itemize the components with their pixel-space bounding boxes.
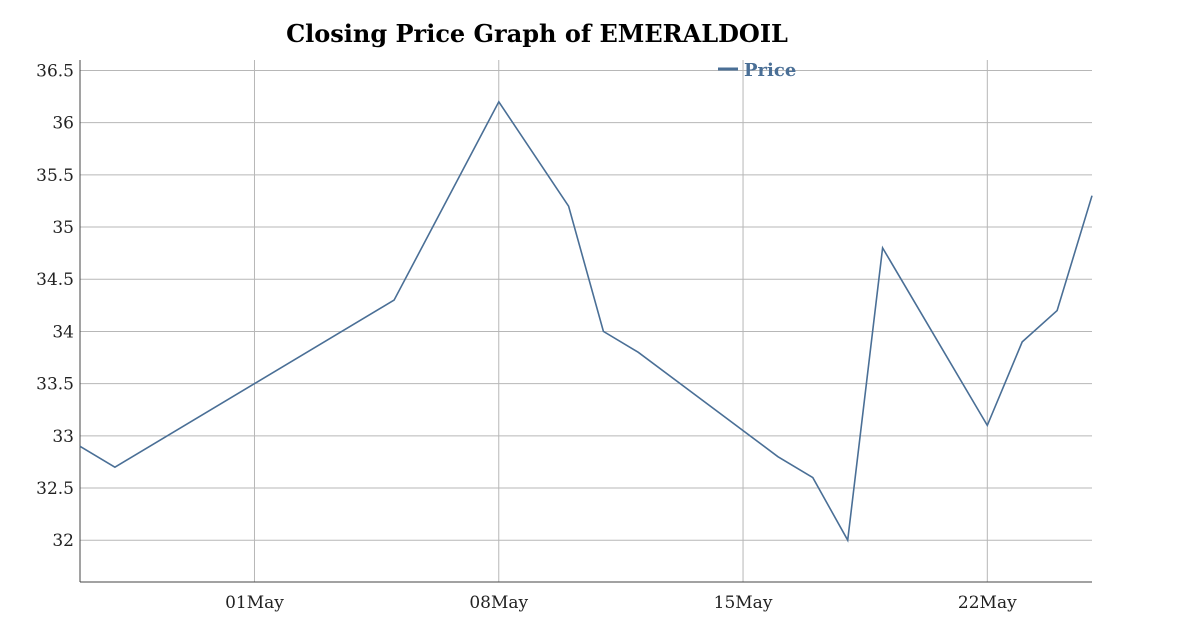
- legend: Price: [718, 60, 796, 81]
- data-point: [776, 455, 780, 459]
- data-point: [113, 465, 117, 469]
- y-tick-label: 33: [52, 427, 74, 447]
- chart-title: Closing Price Graph of EMERALDOIL: [286, 19, 788, 48]
- y-tick-label: 35.5: [36, 166, 74, 186]
- data-point: [497, 100, 501, 104]
- data-point: [567, 204, 571, 208]
- data-point: [846, 538, 850, 542]
- grid: [80, 60, 1092, 582]
- y-tick-label: 36: [52, 114, 74, 134]
- data-point: [392, 298, 396, 302]
- legend-label-price: Price: [744, 60, 796, 81]
- data-point: [1090, 194, 1094, 198]
- data-point: [881, 246, 885, 250]
- y-tick-label: 32.5: [36, 479, 74, 499]
- x-tick-label: 15May: [714, 593, 773, 613]
- series-line-price: [79, 100, 1093, 543]
- series-layer: [78, 100, 1094, 543]
- data-point: [601, 329, 605, 333]
- y-tick-label: 34.5: [36, 270, 74, 290]
- y-axis-tick-labels: 32 32.5 33 33.5 34 34.5 35 35.5 36 36.5: [36, 61, 74, 551]
- y-tick-label: 34: [52, 322, 74, 342]
- y-tick-label: 35: [52, 218, 74, 238]
- y-tick-label: 36.5: [36, 61, 74, 81]
- data-point: [1055, 309, 1059, 313]
- data-point: [1020, 340, 1024, 344]
- x-axis-tick-labels: 01May 08May 15May 22May: [225, 593, 1017, 613]
- x-tick-label: 08May: [469, 593, 528, 613]
- data-point: [78, 444, 82, 448]
- x-tick-label: 01May: [225, 593, 284, 613]
- data-point: [985, 423, 989, 427]
- x-tick-label: 22May: [958, 593, 1017, 613]
- y-tick-label: 33.5: [36, 375, 74, 395]
- axes: [79, 60, 1092, 583]
- data-point: [636, 350, 640, 354]
- y-tick-label: 32: [52, 531, 74, 551]
- data-point: [811, 476, 815, 480]
